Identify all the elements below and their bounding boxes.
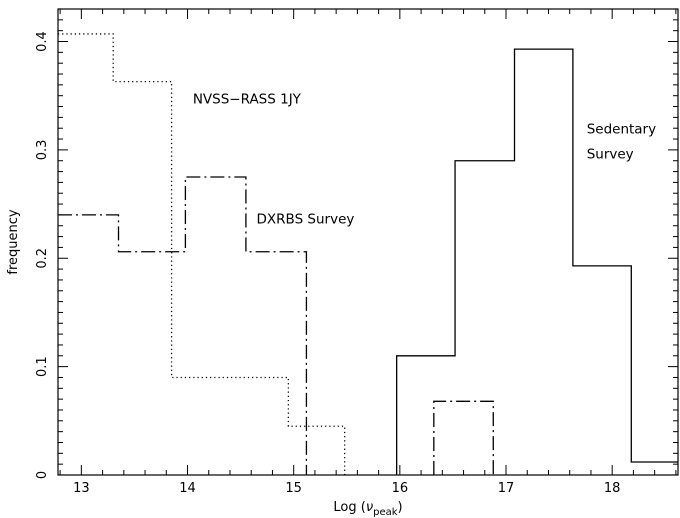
y-tick-label: 0.2 [35,248,50,269]
plot-frame [57,8,679,476]
x-axis-title-nu: ν [366,500,373,515]
series-sedentary-survey [396,48,678,475]
x-tick-label: 16 [392,481,409,496]
y-tick-label: 0.3 [35,140,50,161]
x-tick-label: 18 [604,481,621,496]
axis-ticks [58,9,678,476]
y-tick-label: 0.1 [35,356,50,377]
x-axis-title-main: Log ( [333,500,365,515]
series-dxrbs-survey [58,176,308,475]
series-annotation: DXRBS Survey [257,212,355,228]
series-annotation: Sedentary [587,122,656,138]
x-axis-title: Log (νpeak) [333,500,402,518]
x-axis-title-sub: peak [373,507,398,518]
series-dxrbs-survey-extra-bin [433,400,494,475]
series-annotation: Survey [587,147,634,163]
series-layer [58,33,678,475]
x-tick-label: 17 [498,481,515,496]
tick-labels: 13 14 15 16 17 18 0 0.1 0.2 0.3 0.4 [35,31,620,496]
series-nvss-rass-1jy [58,33,346,475]
series-annotation: NVSS−RASS 1JY [193,91,302,107]
x-tick-label: 15 [285,481,302,496]
y-tick-label: 0.4 [35,31,50,52]
annotations: NVSS−RASS 1JY DXRBS Survey Sedentary Survey [193,91,656,227]
x-axis-title-close: ) [398,500,403,515]
y-tick-label: 0 [35,471,50,479]
x-tick-label: 14 [179,481,196,496]
x-tick-label: 13 [73,481,90,496]
y-axis-title: frequency [6,209,21,275]
